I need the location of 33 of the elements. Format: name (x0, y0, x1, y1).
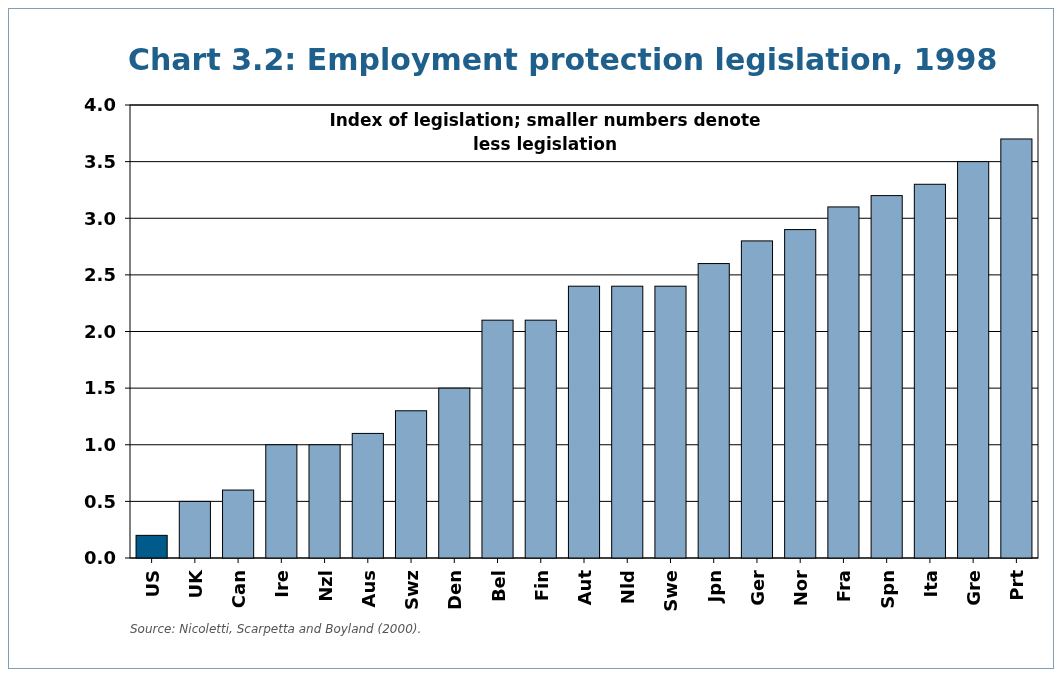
x-tick-label: Ire (271, 570, 293, 598)
x-tick-label: Bel (487, 570, 509, 603)
x-tick-label: Aus (357, 570, 379, 608)
x-tick-label: Jpn (703, 570, 725, 605)
x-tick-label: Fin (530, 570, 552, 602)
y-tick-label: 4.0 (84, 94, 116, 116)
source-note: Source: Nicoletti, Scarpetta and Boyland (2000). (130, 622, 422, 636)
y-tick-label: 3.0 (84, 207, 116, 229)
x-tick-label: Den (444, 570, 466, 610)
x-tick-label: Ger (746, 569, 768, 606)
x-tick-label: Can (228, 570, 250, 609)
annotation: Index of legislation; smaller numbers denote less legislation (329, 110, 761, 154)
x-tick-label: Nzl (314, 570, 336, 602)
y-tick-label: 3.5 (84, 150, 116, 172)
y-tick-label: 0.5 (84, 490, 116, 512)
y-tick-label: 2.0 (84, 320, 116, 342)
x-tick-label: Aut (574, 569, 595, 606)
x-tick-label: Gre (963, 570, 985, 606)
y-tick-label: 1.0 (84, 434, 116, 456)
y-tick-label: 0.0 (84, 547, 116, 569)
x-tick-label: Nor (790, 569, 812, 607)
x-tick-label: Ita (919, 570, 941, 598)
x-tick-label: Spn (876, 570, 898, 609)
x-tick-label: Fra (833, 570, 855, 603)
x-tick-label: US (141, 570, 163, 598)
x-tick-label: Prt (1006, 569, 1028, 601)
x-tick-label: Nld (617, 570, 639, 605)
x-tick-label: Swe (660, 570, 682, 612)
chart-title: Chart 3.2: Employment protection legislation, 1998 (128, 42, 998, 77)
y-tick-label: 1.5 (84, 377, 116, 399)
y-tick-label: 2.5 (84, 264, 116, 286)
x-tick-label: UK (184, 568, 206, 599)
x-tick-label: Swz (401, 570, 423, 611)
